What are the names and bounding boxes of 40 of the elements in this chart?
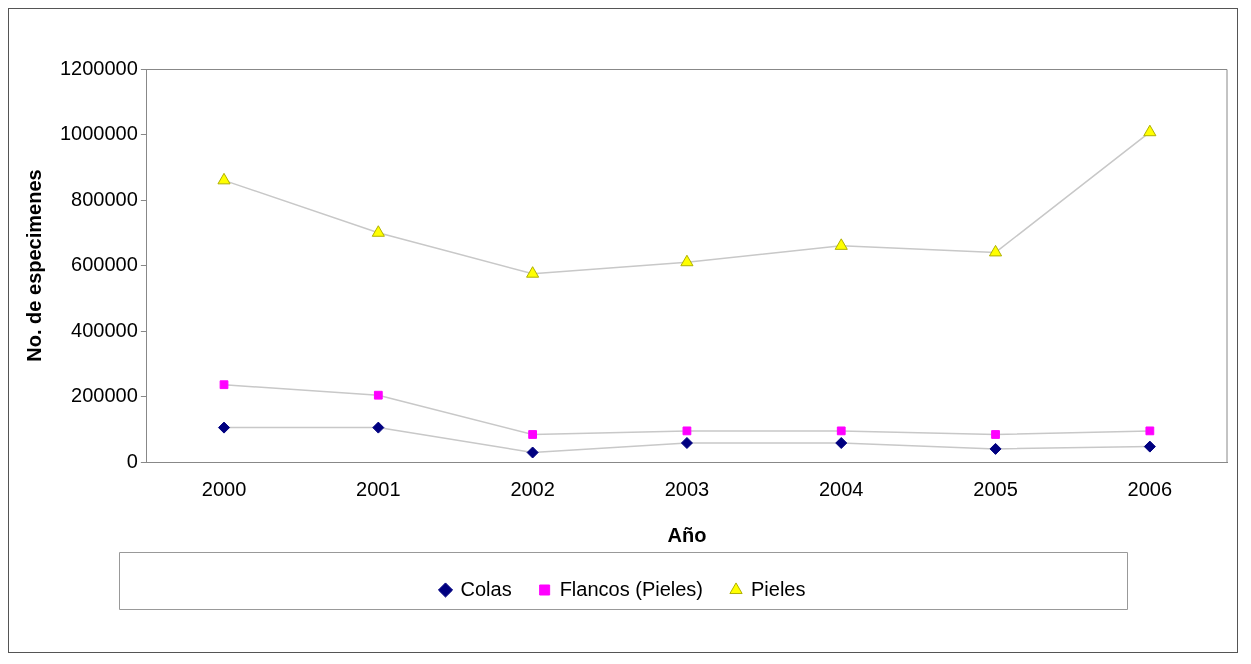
point (219, 380, 229, 390)
x-tick-label: 2004 (818, 477, 864, 500)
legend-label: Flancos (Pieles) (559, 577, 704, 600)
x-tick-label: 2001 (356, 477, 401, 500)
x-axis-title: Año (667, 523, 707, 546)
point (988, 244, 1003, 257)
y-tick-label: 800000 (71, 187, 138, 210)
point (680, 254, 694, 267)
y-tick-label: 1000000 (59, 122, 138, 145)
point (1143, 440, 1156, 453)
y-tick-label: 400000 (71, 318, 138, 341)
legend-label: Colas (460, 577, 512, 600)
point (991, 430, 1000, 439)
y-axis-title: No. de especimenes (22, 169, 45, 362)
legend-label: Pieles (751, 577, 806, 600)
point (371, 225, 385, 237)
x-tick-label: 2005 (973, 477, 1018, 500)
point (1143, 124, 1157, 137)
point (218, 421, 231, 434)
y-tick-label: 0 (126, 449, 138, 472)
point (680, 437, 693, 450)
y-tick-label: 600000 (71, 253, 138, 276)
x-tick-label: 2006 (1127, 477, 1173, 500)
y-tick-label: 1200000 (59, 56, 138, 79)
x-tick-label: 2003 (664, 477, 710, 500)
point (528, 430, 538, 439)
y-tick-label: 200000 (71, 384, 138, 407)
point (526, 446, 539, 459)
point (989, 442, 1002, 455)
point (834, 238, 848, 250)
x-tick-label: 2002 (510, 477, 555, 500)
point (526, 266, 540, 278)
point (682, 426, 692, 436)
point (835, 437, 848, 450)
point (373, 390, 383, 400)
point (1145, 426, 1155, 436)
point (217, 172, 231, 185)
point (372, 421, 385, 434)
x-tick-label: 2000 (201, 477, 247, 500)
point (836, 426, 846, 436)
